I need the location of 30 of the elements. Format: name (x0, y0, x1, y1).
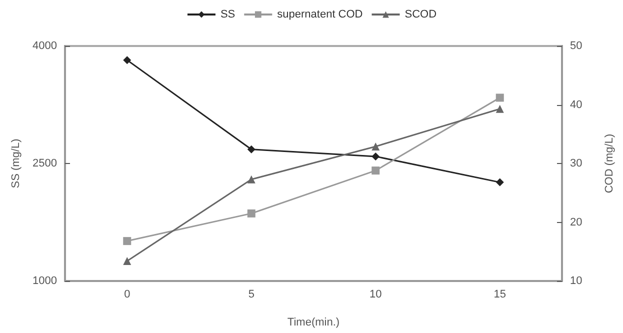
legend-label: SS (220, 8, 236, 20)
point (496, 94, 504, 102)
y-tick-label: 2500 (32, 158, 57, 170)
y2-tick-label: 20 (570, 216, 582, 228)
point (372, 166, 380, 175)
y2-tick-label: 50 (570, 40, 582, 52)
point (247, 175, 256, 184)
y-tick-label: 4000 (32, 40, 57, 52)
point (123, 237, 132, 246)
point (372, 152, 380, 160)
legend-label: supernatent COD (277, 8, 363, 20)
point (496, 178, 504, 186)
y-axis-title: SS (mg/L) (10, 138, 22, 188)
point (496, 104, 504, 113)
x-tick-label: 15 (494, 288, 506, 300)
x-tick-label: 5 (248, 288, 254, 300)
point (372, 142, 380, 150)
y2-tick-label: 30 (570, 158, 582, 170)
point (247, 145, 256, 154)
point (247, 209, 256, 218)
point (123, 56, 132, 64)
point (123, 257, 132, 266)
x-tick-label: 0 (124, 288, 130, 300)
y-tick-label: 1000 (32, 275, 57, 287)
x-axis-title: Time(min.) (287, 316, 340, 328)
y2-axis-title: COD (mg/L) (604, 134, 616, 194)
y2-tick-label: 40 (570, 98, 582, 111)
x-tick-label: 10 (370, 288, 382, 300)
legend-label: SCOD (404, 8, 437, 20)
y2-tick-label: 10 (570, 275, 582, 287)
